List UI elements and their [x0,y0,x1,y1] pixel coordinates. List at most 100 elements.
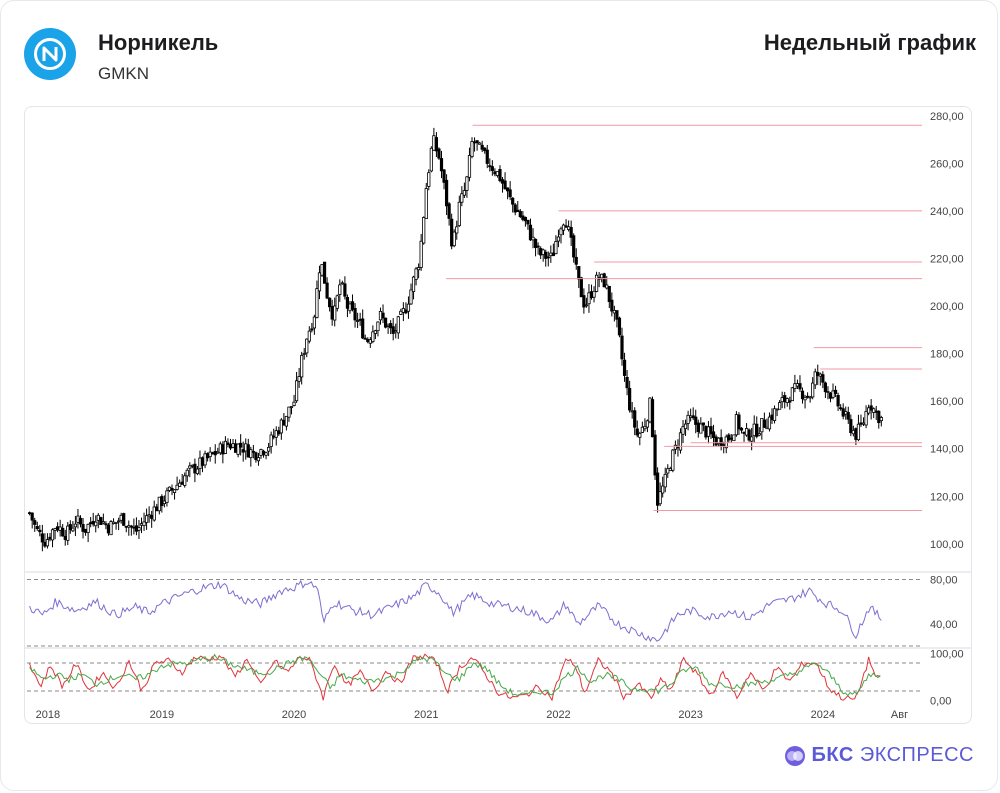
candle-body [439,158,444,172]
candle-body [811,382,815,398]
candle-body [559,228,563,236]
candle-body [422,217,426,244]
bcs-express-brand: БКС ЭКСПРЕСС [784,744,974,767]
candle-body [798,383,802,390]
candle-body [368,339,372,344]
stoch-y-tick-label: 100,00 [930,649,964,661]
candle-body [391,326,395,334]
candle-body [864,411,868,426]
candle-body [150,514,154,519]
candle-body [419,240,423,268]
nornickel-logo-icon [24,28,76,80]
candle-body [269,434,273,447]
candle-body [457,201,461,227]
candle-body [302,353,306,355]
candle-body [523,216,527,222]
candle-body [780,397,784,403]
candle-body [839,407,843,410]
candle-body [475,140,479,144]
candle-body [854,428,858,440]
candle-body [56,526,60,531]
candle-body [114,521,118,524]
price-y-tick-label: 120,00 [930,491,964,503]
candle-body [747,429,751,441]
candle-body [574,256,578,265]
candle-body [778,402,782,410]
candle-body [808,396,812,399]
candle-body [521,215,525,220]
candle-body [38,529,42,533]
candle-body [338,284,342,295]
candle-body [480,144,484,150]
candle-body [762,419,766,428]
candle-body [383,317,388,328]
candle-body [53,528,57,531]
brand-part2: ЭКСПРЕСС [859,744,974,766]
candle-body [658,491,662,505]
candle-body [363,337,367,340]
candle-body [132,526,136,529]
candle-body [371,331,375,342]
candle-body [350,301,355,310]
candle-body [386,324,390,327]
candle-body [211,452,215,455]
candle-body [236,443,240,455]
candle-body [668,468,672,471]
candle-body [767,416,772,430]
candle-body [828,392,833,399]
candle-body [165,490,169,503]
candle-body [739,427,744,431]
price-y-tick-label: 180,00 [930,349,964,361]
candle-body [485,149,489,164]
candle-body [607,285,611,303]
candle-body [536,245,540,248]
x-tick-label: 2021 [414,709,438,721]
candle-body [610,299,614,312]
candle-body [681,426,685,435]
candle-body [653,434,657,476]
candle-body [856,423,861,441]
candle-body [424,188,428,219]
candle-body [640,426,644,433]
candle-body [472,141,477,144]
candle-body [226,442,230,445]
candle-body [279,419,283,434]
candle-body [81,524,85,532]
rsi-y-tick-label: 80,00 [930,575,958,587]
candle-body [45,539,50,547]
candle-body [167,486,172,491]
candle-body [661,485,665,494]
candle-body [630,410,634,413]
candle-body [577,266,581,280]
candle-body [312,316,316,329]
candle-body [178,482,182,487]
candle-body [325,282,329,299]
candle-body [526,219,530,225]
candle-body [750,436,754,442]
candle-body [119,514,123,521]
candle-body [99,517,103,526]
candle-body [622,359,627,376]
candle-body [539,248,543,256]
candle-body [785,398,789,403]
candle-body [274,430,278,438]
candle-body [96,514,100,521]
candle-body [587,292,591,305]
candle-body [633,410,637,428]
candle-body [678,432,683,451]
candle-body [353,308,357,321]
candle-body [195,468,200,475]
candle-body [322,261,327,284]
candle-body [137,527,141,531]
candle-body [305,338,309,354]
candle-body [292,401,296,406]
candle-body [495,171,500,176]
candle-body [544,251,548,259]
candle-body [155,506,159,512]
candle-body [193,463,197,474]
candle-body [823,382,827,393]
price-y-tick-label: 280,00 [930,111,964,123]
candle-body [447,203,451,219]
candle-body [206,453,210,459]
x-tick-label: 2024 [811,709,835,721]
